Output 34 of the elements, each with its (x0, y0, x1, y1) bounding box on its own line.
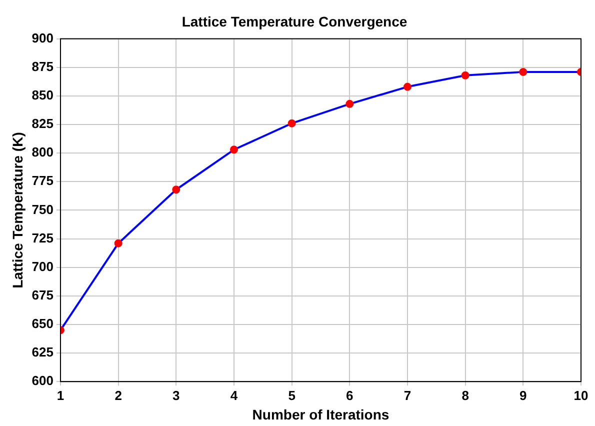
y-tick-label: 600 (32, 373, 54, 388)
y-tick-label: 725 (32, 230, 54, 246)
point (403, 82, 412, 91)
x-tick-label: 1 (56, 388, 64, 403)
chart-title: Lattice Temperature Convergence (182, 13, 408, 30)
y-tick-label: 850 (32, 88, 54, 103)
x-tick-label: 6 (346, 388, 354, 403)
y-axis-title: Lattice Temperature (K) (9, 132, 26, 288)
y-tick-label: 825 (32, 116, 54, 132)
x-tick-label: 3 (172, 388, 180, 403)
y-tick-label: 775 (32, 173, 54, 188)
point (230, 146, 238, 154)
x-tick-label: 9 (520, 388, 527, 403)
point (519, 68, 528, 76)
point (288, 119, 296, 128)
y-tick-label: 625 (32, 344, 54, 360)
y-tick-label: 900 (32, 30, 54, 46)
x-tick-label: 5 (288, 388, 296, 403)
y-tick-label: 750 (32, 202, 54, 217)
x-axis-title: Number of Iterations (252, 406, 390, 422)
x-tick-label: 2 (114, 388, 122, 403)
y-tick-label: 675 (32, 287, 54, 302)
point (114, 239, 122, 248)
x-tick-label: 4 (230, 388, 238, 403)
point (172, 186, 180, 194)
point (346, 100, 354, 108)
y-tick-label: 800 (32, 144, 54, 160)
point (461, 71, 470, 80)
x-tick-label: 8 (462, 388, 469, 403)
y-tick-label: 700 (32, 258, 54, 274)
x-tick-label: 7 (404, 388, 412, 403)
x-tick-label: 10 (574, 388, 588, 403)
y-tick-label: 650 (32, 316, 54, 332)
y-tick-label: 875 (32, 58, 54, 74)
